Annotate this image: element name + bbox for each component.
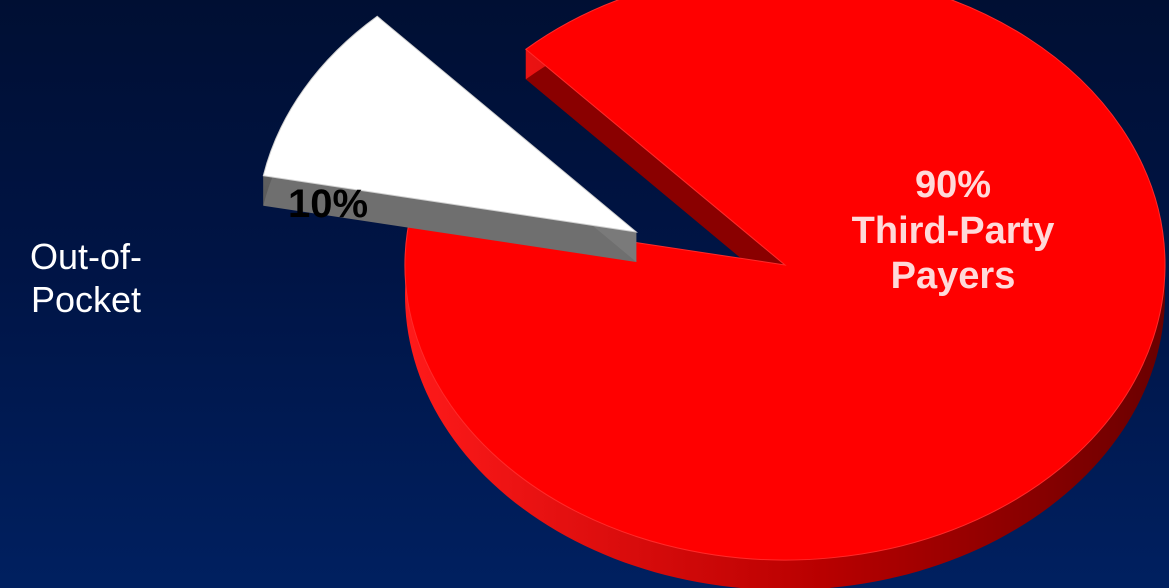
pie-slice-out-of-pocket	[262, 15, 638, 233]
pie-slice-third-party-payers	[404, 0, 1166, 561]
slice-label-third-party-payers: 90% Third-Party Payers	[808, 163, 1098, 300]
slice-name-label-out-of-pocket: Out-of- Pocket	[6, 235, 166, 321]
value-text: 90%	[914, 164, 992, 206]
value-text: 10%	[287, 182, 369, 226]
slice-value-label-out-of-pocket: 10%	[268, 180, 388, 228]
pie-slice-out-of-pocket-wall-start	[263, 175, 637, 262]
label-line: Third-Party	[851, 209, 1055, 252]
label-line: Out-of-	[29, 236, 143, 277]
pie-slice-third-party-payers-wall-start	[525, 49, 785, 295]
label-line: Pocket	[30, 279, 142, 321]
label-line: Payers	[890, 255, 1016, 298]
